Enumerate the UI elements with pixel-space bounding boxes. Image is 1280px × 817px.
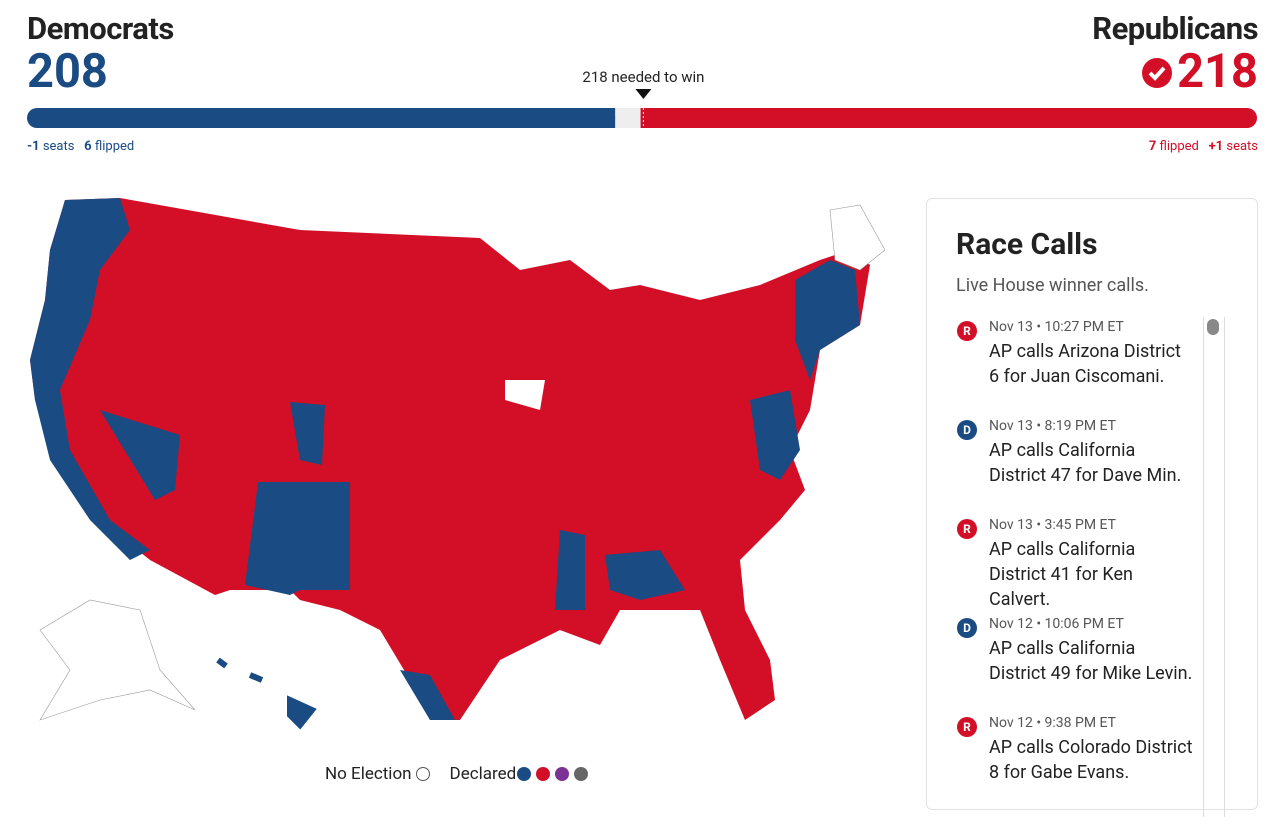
dem-seats: 208 [27, 44, 108, 99]
map-hawaii [216, 657, 317, 730]
label: seats [1226, 139, 1258, 154]
legend: No Election Declared [325, 764, 596, 784]
map-dem [555, 530, 585, 610]
call-time: Nov 13 • 10:27 PM ET [989, 319, 1124, 335]
legend-swatch [536, 767, 551, 781]
dem-bar [603, 108, 616, 128]
call-time: Nov 13 • 8:19 PM ET [989, 418, 1116, 434]
party-badge: R [957, 321, 977, 341]
page: Democrats 208 Republicans 218 218 needed… [27, 10, 1259, 817]
us-map [30, 198, 886, 730]
party-badge: D [957, 420, 977, 440]
party-badge: R [957, 519, 977, 539]
dem-bar [27, 108, 616, 128]
call-text: AP calls California District 49 for Mike… [989, 638, 1193, 684]
rep-flipped: 7 [1148, 139, 1157, 154]
rep-seat-change: +1 [1208, 139, 1224, 154]
dem-stats: -1 seats 6 flipped [27, 139, 134, 154]
call-time: Nov 13 • 3:45 PM ET [989, 517, 1116, 533]
dem-flipped: 6 [84, 139, 92, 154]
label: flipped [94, 139, 135, 154]
rep-seats: 218 [1177, 44, 1258, 99]
map-dem [30, 198, 150, 560]
legend-swatches [517, 767, 589, 781]
rep-bar [640, 108, 653, 128]
legend-swatch [555, 767, 570, 781]
legend-label: Declared [449, 764, 517, 784]
call-text: AP calls Colorado District 8 for Gabe Ev… [989, 737, 1193, 783]
call-time: Nov 12 • 10:06 PM ET [989, 616, 1124, 632]
label: flipped [1159, 139, 1199, 154]
dem-seat-change: -1 [27, 139, 40, 154]
rep-stats: 7 flipped +1 seats [1149, 139, 1258, 154]
winner-check [1142, 58, 1172, 88]
legend-swatch [574, 767, 589, 781]
seat-bar [27, 89, 1257, 128]
map-dem [750, 390, 800, 480]
call-text: AP calls California District 41 for Ken … [989, 539, 1136, 610]
legend-swatch [415, 767, 430, 781]
map-alaska [39, 599, 196, 721]
map-dem [290, 402, 325, 465]
call-text: AP calls Arizona District 6 for Juan Cis… [989, 341, 1181, 387]
call-time: Nov 12 • 9:38 PM ET [989, 715, 1116, 731]
panel-subtitle: Live House winner calls. [956, 275, 1149, 296]
scroll-thumb[interactable] [1207, 319, 1219, 335]
dem-name: Democrats [27, 10, 174, 47]
map-dem [605, 550, 685, 600]
label: seats [42, 139, 75, 154]
rep-bar [640, 108, 1257, 128]
call-text: AP calls California District 47 for Dave… [989, 440, 1182, 486]
majority-label: 218 needed to win [582, 68, 705, 86]
race-calls-panel: Race Calls Live House winner calls. R Nov… [926, 198, 1258, 817]
map-no-election [505, 380, 545, 410]
majority-marker [635, 89, 652, 99]
panel-title: Race Calls [956, 227, 1098, 262]
map-dem [400, 670, 455, 720]
party-badge: D [957, 618, 977, 638]
scrollbar[interactable] [1203, 317, 1225, 817]
rep-name: Republicans [1092, 10, 1258, 47]
map-maine [829, 204, 886, 271]
legend-label: No Election [325, 764, 412, 784]
party-badge: R [957, 717, 977, 737]
map-dem [100, 410, 180, 500]
map-dem [795, 260, 860, 380]
map-dem [245, 482, 350, 595]
legend-swatch [517, 767, 532, 781]
